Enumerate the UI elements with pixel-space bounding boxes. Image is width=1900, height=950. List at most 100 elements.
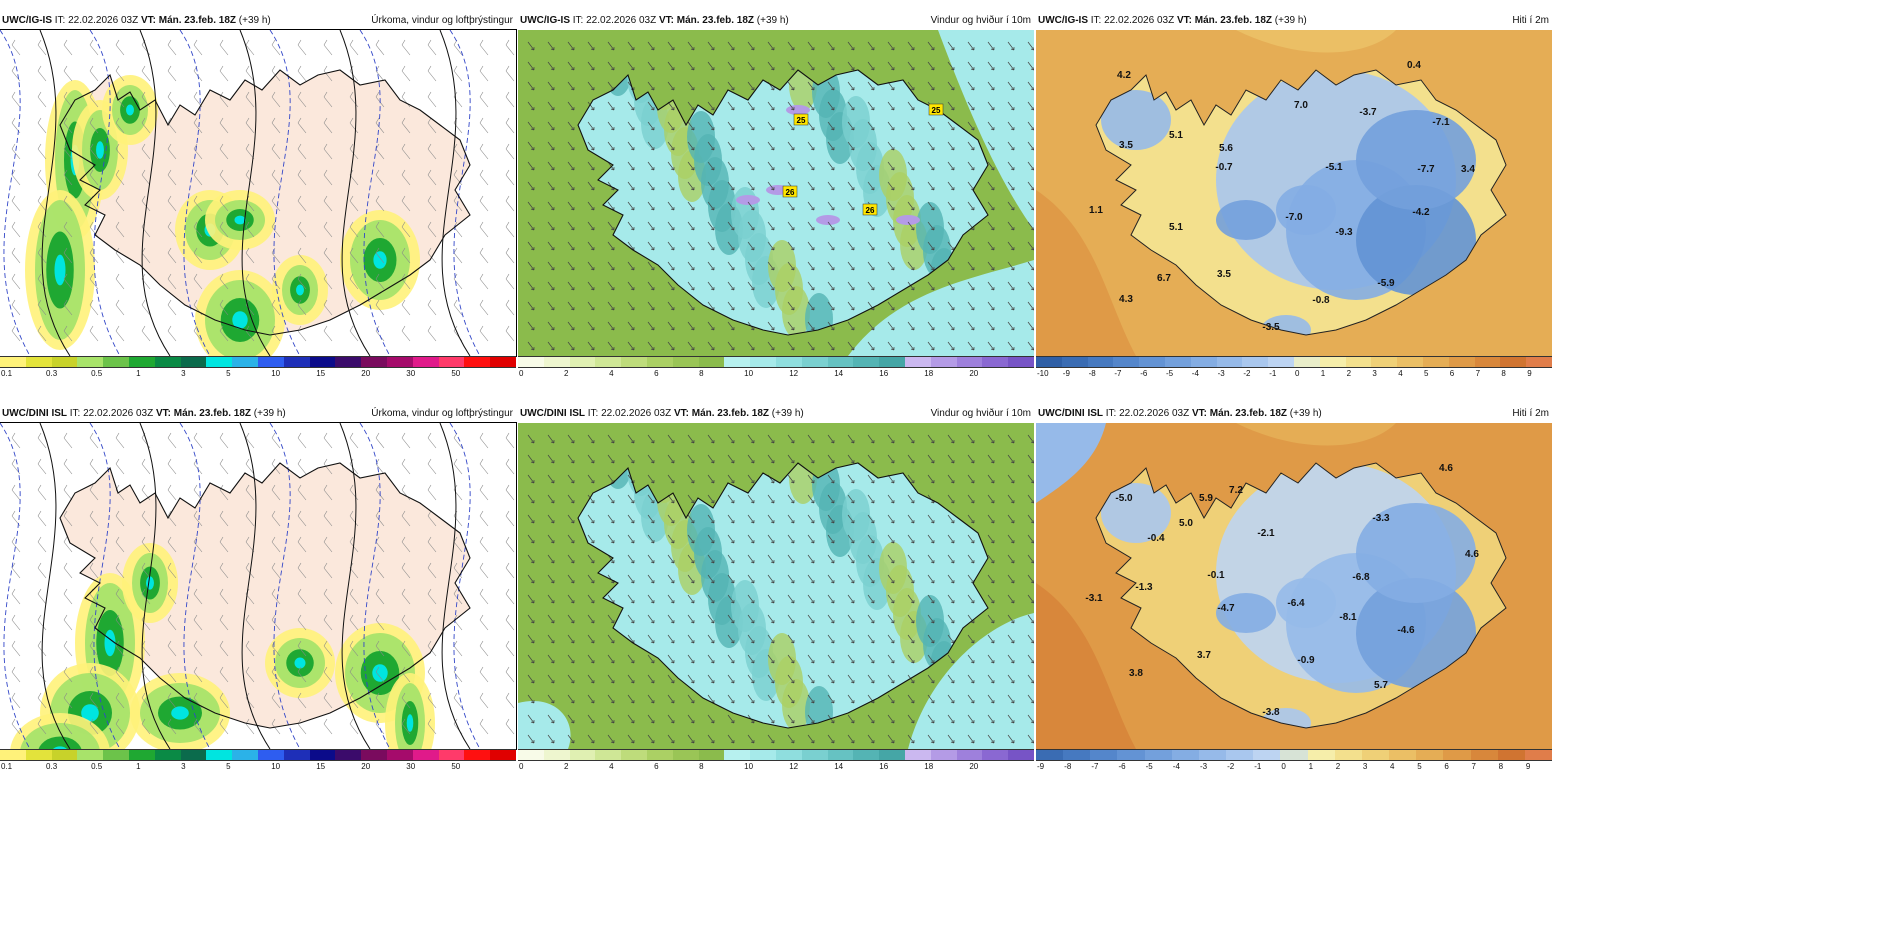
temperature-contour bbox=[359, 30, 391, 356]
wind-arrow bbox=[787, 594, 795, 604]
wind-arrow bbox=[887, 121, 895, 131]
wind-arrow bbox=[587, 281, 595, 291]
wind-barb bbox=[141, 536, 151, 553]
wind-arrow bbox=[907, 161, 915, 171]
wind-arrow bbox=[927, 514, 935, 524]
wind-barb bbox=[375, 273, 385, 290]
colorbar-swatch bbox=[1526, 357, 1552, 367]
wind-barb bbox=[37, 169, 47, 186]
colorbar-swatch bbox=[1524, 750, 1552, 760]
wind-arrow bbox=[807, 261, 815, 271]
wind-barb bbox=[219, 65, 229, 82]
wind-barb bbox=[193, 169, 203, 186]
wind-arrow bbox=[907, 181, 915, 191]
wind-barb bbox=[479, 195, 489, 212]
wind-arrow bbox=[947, 534, 955, 544]
wind-arrow bbox=[647, 121, 655, 131]
wind-barb bbox=[245, 510, 255, 527]
isobar bbox=[439, 423, 471, 749]
precip-area bbox=[54, 254, 66, 286]
wind-arrow bbox=[987, 121, 995, 131]
wind-barb bbox=[193, 614, 203, 631]
wind-arrow bbox=[827, 81, 835, 91]
colorbar bbox=[518, 749, 1034, 761]
valid-time: Mán. 23.feb. 18Z bbox=[158, 15, 236, 26]
map-area: 25 25 26 26 bbox=[518, 30, 1034, 356]
colorbar-swatch bbox=[361, 357, 387, 367]
wind-arrow bbox=[667, 341, 675, 351]
wind-arrow bbox=[867, 614, 875, 624]
wind-arrow bbox=[667, 221, 675, 231]
wind-arrow bbox=[747, 101, 755, 111]
wind-barb bbox=[375, 432, 385, 449]
wind-barb bbox=[219, 536, 229, 553]
wind-arrow bbox=[687, 321, 695, 331]
wind-arrow bbox=[567, 101, 575, 111]
wind-barb bbox=[479, 562, 489, 579]
wind-barb bbox=[11, 536, 21, 553]
wind-arrow bbox=[707, 614, 715, 624]
wind-barb bbox=[11, 299, 21, 316]
wind-arrow bbox=[627, 321, 635, 331]
wind-arrow bbox=[847, 61, 855, 71]
wind-barb bbox=[63, 39, 73, 56]
colorbar-swatch bbox=[646, 750, 673, 760]
panel-p5: UWC/DINI ISL IT: 22.02.2026 03Z VT: Mán.… bbox=[518, 405, 1034, 773]
wind-arrow bbox=[827, 494, 835, 504]
wind-arrow bbox=[567, 574, 575, 584]
wind-arrow bbox=[827, 221, 835, 231]
wind-arrow bbox=[587, 714, 595, 724]
wind-barb bbox=[11, 432, 21, 449]
wind-arrow bbox=[947, 594, 955, 604]
temperature-field bbox=[1036, 190, 1136, 356]
wind-barb bbox=[479, 614, 489, 631]
colorbar-swatch bbox=[904, 357, 931, 367]
colorbar-swatch bbox=[438, 750, 465, 760]
colorbar-swatch bbox=[750, 750, 776, 760]
wind-arrow bbox=[727, 454, 735, 464]
wind-barb bbox=[115, 562, 125, 579]
wind-arrow bbox=[707, 674, 715, 684]
wind-arrow bbox=[707, 41, 715, 51]
wind-arrow bbox=[727, 494, 735, 504]
temperature-contour bbox=[179, 30, 211, 356]
wind-arrow bbox=[647, 221, 655, 231]
wind-arrow bbox=[807, 221, 815, 231]
colorbar-swatch bbox=[386, 357, 413, 367]
wind-arrow bbox=[987, 261, 995, 271]
wind-arrow bbox=[947, 161, 955, 171]
wind-arrow bbox=[567, 674, 575, 684]
wind-arrow bbox=[767, 221, 775, 231]
wind-arrow bbox=[687, 454, 695, 464]
wind-barb bbox=[193, 640, 203, 657]
wind-arrow bbox=[727, 301, 735, 311]
wind-barb bbox=[401, 247, 411, 264]
coastline bbox=[59, 462, 471, 729]
wind-arrow bbox=[847, 81, 855, 91]
wind-arrow bbox=[587, 321, 595, 331]
wind-barb bbox=[37, 195, 47, 212]
wind-arrow bbox=[627, 454, 635, 464]
wind-arrow bbox=[987, 574, 995, 584]
wind-arrow bbox=[547, 81, 555, 91]
colorbar-tick-label: -1 bbox=[1254, 762, 1262, 771]
wind-arrow bbox=[707, 81, 715, 91]
wind-barb bbox=[271, 299, 281, 316]
wind-barb bbox=[349, 692, 359, 709]
wind-map bbox=[518, 423, 1034, 749]
wind-barb bbox=[167, 117, 177, 134]
colorbar-ticks: 0.1 0.3 0.5 1 3 5 10 15 20 30 50 bbox=[0, 369, 516, 380]
wind-arrow bbox=[547, 594, 555, 604]
wind-arrow bbox=[847, 514, 855, 524]
wind-arrow bbox=[647, 201, 655, 211]
colorbar bbox=[518, 356, 1034, 368]
wind-arrow bbox=[667, 634, 675, 644]
wind-arrow bbox=[547, 734, 555, 744]
wind-arrow bbox=[747, 81, 755, 91]
init-time: 22.02.2026 03Z bbox=[1104, 15, 1175, 26]
wind-arrow bbox=[747, 634, 755, 644]
lead-time: (+39 h) bbox=[253, 408, 286, 419]
wind-arrow bbox=[667, 534, 675, 544]
wind-barb bbox=[505, 562, 515, 579]
wind-barb bbox=[219, 432, 229, 449]
